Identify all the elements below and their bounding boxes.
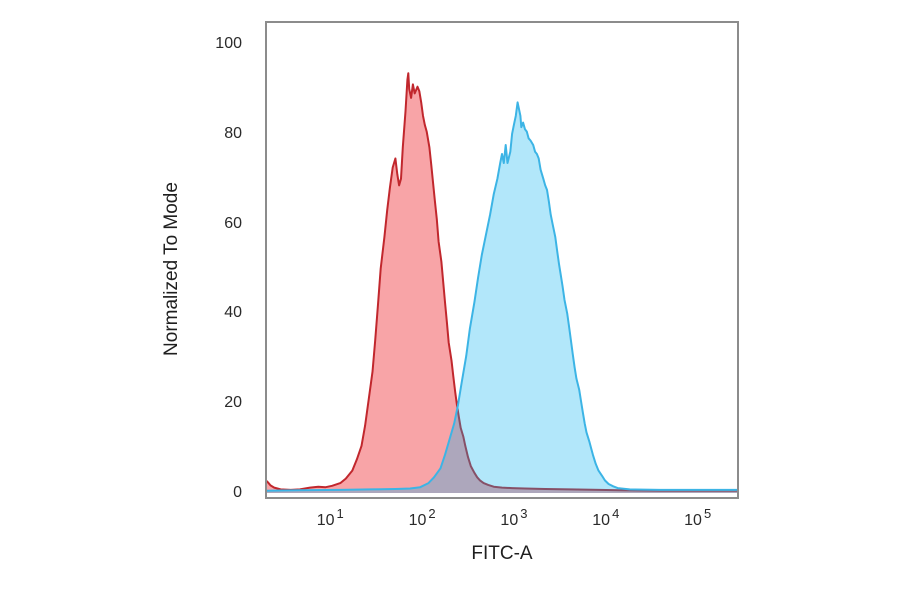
y-tick-label: 0 [233,484,242,501]
y-axis-title: Normalized To Mode [161,182,182,356]
x-tick-base: 10 [592,512,611,529]
red-population-curve [265,72,739,492]
y-tick-label: 100 [215,35,242,52]
x-tick-label: 10 4 [566,506,646,530]
red-population-fill [265,73,739,493]
y-tick-label: 60 [224,214,242,232]
x-tick-base: 10 [684,512,702,529]
x-tick-base: 10 [408,512,427,529]
x-axis-title: FITC-A [471,543,533,564]
y-tick-label: 20 [224,394,242,412]
x-tick-exponent: 3 [520,506,528,521]
x-tick-exponent: 5 [703,506,712,521]
plot-frame [265,21,739,499]
histogram-canvas [265,21,739,499]
x-tick-base: 10 [500,512,519,529]
x-tick-label: 10 2 [382,506,462,530]
plot-area [265,21,739,499]
x-tick-label: 10 3 [474,506,554,530]
x-tick-exponent: 4 [612,506,620,521]
x-tick-label: 10 1 [290,506,370,530]
blue-population-curve [265,101,739,492]
x-tick-base: 10 [316,512,335,529]
y-tick-label: 40 [224,304,242,322]
y-tick-label: 80 [224,124,242,142]
blue-population-fill [265,102,739,494]
x-tick-exponent: 2 [428,506,436,521]
x-tick-label: 10 5 [658,506,738,530]
x-tick-exponent: 1 [336,506,344,521]
